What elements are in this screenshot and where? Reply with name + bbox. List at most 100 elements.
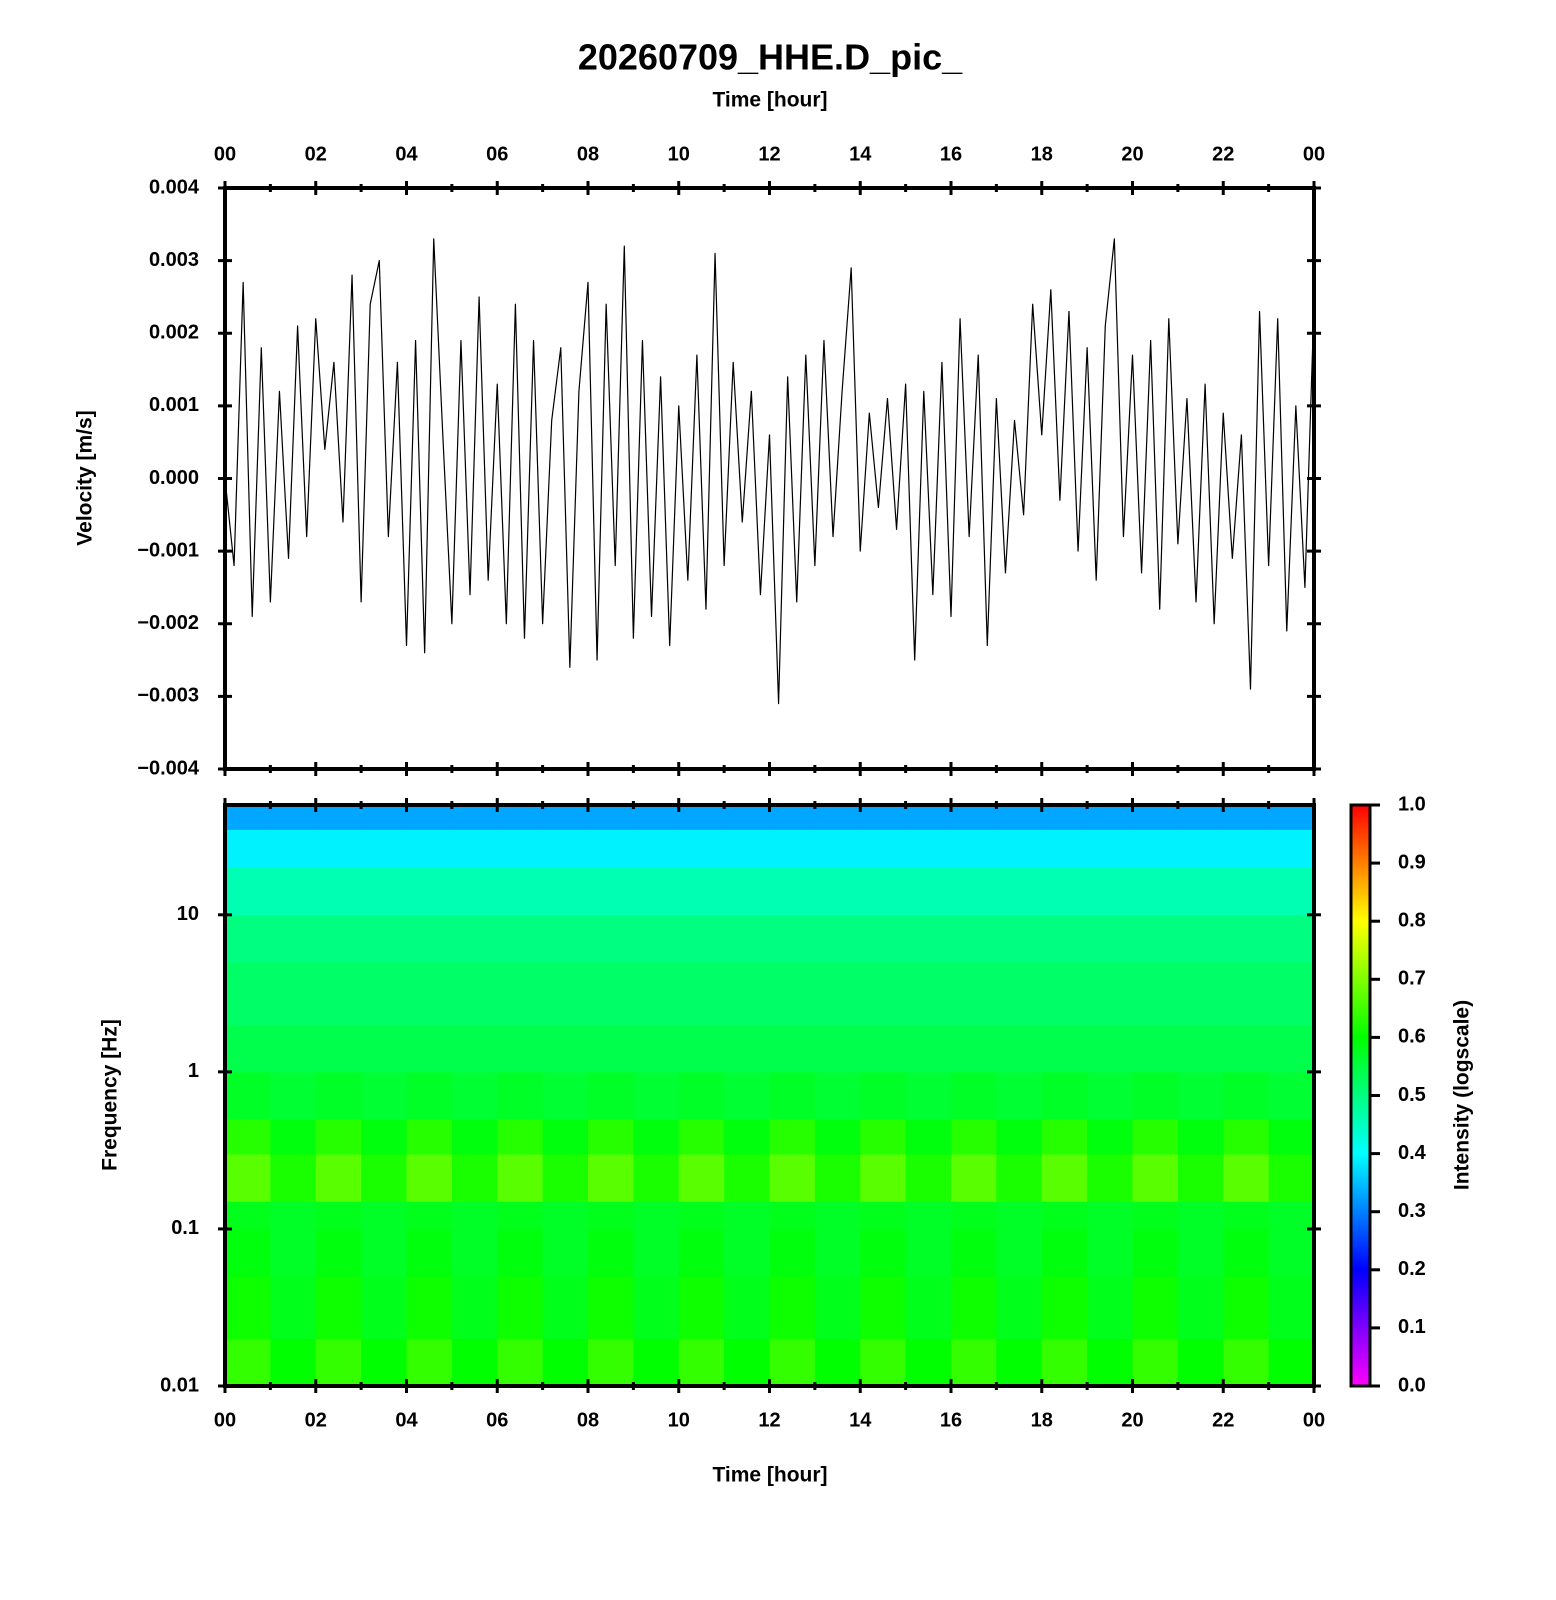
- spectrogram-cell: [361, 914, 407, 963]
- spectrogram-cell: [724, 1071, 770, 1120]
- spectrogram-cell: [996, 1201, 1043, 1230]
- spectrogram-cell: [406, 1338, 453, 1387]
- spectrogram-cell: [270, 829, 317, 869]
- x-tick-label: 06: [486, 1409, 508, 1431]
- spectrogram-cell: [1223, 1228, 1270, 1277]
- spectrogram-cell: [905, 914, 952, 963]
- spectrogram-cell: [1041, 805, 1088, 830]
- spectrogram-cell: [497, 1201, 544, 1230]
- spectrogram-cell: [406, 962, 453, 1026]
- spectrogram-cell: [225, 867, 271, 916]
- spectrogram-cell: [270, 1153, 317, 1202]
- spectrogram-cell: [1268, 1071, 1315, 1120]
- spectrogram-cell: [361, 1338, 407, 1387]
- colorbar: [1349, 803, 1372, 1388]
- spectrogram-cell: [678, 1201, 725, 1230]
- spectrogram-cell: [315, 1201, 362, 1230]
- spectrogram-cell: [1132, 829, 1179, 869]
- spectrogram-cell: [633, 829, 680, 869]
- spectrogram-cell: [497, 1119, 544, 1155]
- spectrogram-cell: [951, 867, 997, 916]
- spectrogram-cell: [769, 867, 816, 916]
- spectrogram-cell: [361, 962, 407, 1026]
- spectrogram-cell: [1177, 867, 1224, 916]
- spectrogram-cell: [361, 829, 407, 869]
- y-tick-label: 10: [177, 903, 199, 925]
- spectrogram-cell: [678, 1276, 725, 1340]
- spectrogram-cell: [1268, 1276, 1315, 1340]
- spectrogram-cell: [860, 829, 907, 869]
- spectrogram-cell: [406, 1024, 453, 1073]
- spectrogram-cell: [633, 1201, 680, 1230]
- spectrogram-cell: [361, 1228, 407, 1277]
- spectrogram-cell: [1177, 1338, 1224, 1387]
- spectrogram-cell: [905, 805, 952, 830]
- spectrogram-cell: [406, 1276, 453, 1340]
- spectrogram-cell: [951, 1071, 997, 1120]
- spectrogram-cell: [1132, 962, 1179, 1026]
- spectrogram-cell: [542, 1153, 589, 1202]
- spectrogram-cell: [270, 962, 317, 1026]
- spectrogram-cell: [905, 1119, 952, 1155]
- spectrogram-cell: [905, 1024, 952, 1073]
- spectrogram-cell: [451, 1024, 498, 1073]
- spectrogram-cell: [678, 1338, 725, 1387]
- spectrogram-cell: [542, 1071, 589, 1120]
- spectrogram-cell: [860, 1276, 907, 1340]
- spectrogram-cell: [724, 1276, 770, 1340]
- spectrogram-cell: [951, 1024, 997, 1073]
- x-tick-label: 08: [577, 1409, 599, 1431]
- spectrogram-cell: [270, 1338, 317, 1387]
- x-tick-label: 04: [395, 1409, 418, 1431]
- spectrogram-cell: [905, 962, 952, 1026]
- x-tick-label: 06: [486, 143, 508, 165]
- spectrogram-cell: [1132, 1201, 1179, 1230]
- spectrogram-cell: [951, 1153, 997, 1202]
- spectrogram-cell: [406, 1071, 453, 1120]
- spectrogram-cell: [860, 914, 907, 963]
- spectrogram-cell: [1087, 1338, 1133, 1387]
- spectrogram-cell: [724, 1153, 770, 1202]
- spectrogram-cell: [225, 914, 271, 963]
- spectrogram-cell: [1177, 962, 1224, 1026]
- spectrogram-cell: [951, 962, 997, 1026]
- spectrogram-cell: [406, 1228, 453, 1277]
- spectrogram-cell: [814, 962, 861, 1026]
- y-tick-label: −0.003: [137, 685, 199, 707]
- spectrogram-cell: [542, 867, 589, 916]
- x-tick-label: 14: [849, 143, 872, 165]
- spectrogram-cell: [1223, 829, 1270, 869]
- spectrogram-cell: [1223, 1024, 1270, 1073]
- spectrogram-cell: [315, 1119, 362, 1155]
- spectrogram-cell: [814, 1153, 861, 1202]
- spectrogram-cell: [1041, 914, 1088, 963]
- spectrogram-cell: [678, 1119, 725, 1155]
- spectrogram-cell: [270, 867, 317, 916]
- spectrogram-cell: [814, 1276, 861, 1340]
- spectrogram-cell: [814, 1338, 861, 1387]
- spectrogram-cell: [1223, 867, 1270, 916]
- colorbar-tick-label: 0.5: [1398, 1084, 1426, 1106]
- spectrogram-cell: [724, 1228, 770, 1277]
- spectrogram-cell: [633, 1153, 680, 1202]
- spectrogram-cell: [724, 829, 770, 869]
- spectrogram-cell: [1087, 914, 1133, 963]
- spectrogram-cell: [315, 1071, 362, 1120]
- spectrogram-cell: [1041, 1228, 1088, 1277]
- spectrogram-cell: [769, 1201, 816, 1230]
- chart-title: 20260709_HHE.D_pic_: [578, 37, 963, 78]
- spectrogram-cell: [361, 1153, 407, 1202]
- spectrogram-cell: [769, 805, 816, 830]
- spectrogram-cell: [724, 867, 770, 916]
- spectrogram-cell: [1041, 829, 1088, 869]
- spectrogram-cell: [361, 1119, 407, 1155]
- spectrogram-cell: [1087, 867, 1133, 916]
- spectrogram-cell: [315, 1276, 362, 1340]
- spectrogram-cell: [814, 1228, 861, 1277]
- spectrogram-cell: [678, 1153, 725, 1202]
- colorbar-tick-label: 0.7: [1398, 968, 1426, 990]
- spectrogram-cell: [860, 1119, 907, 1155]
- spectrogram-cell: [588, 1228, 634, 1277]
- spectrogram-cell: [451, 1201, 498, 1230]
- spectrogram-cell: [588, 1201, 634, 1230]
